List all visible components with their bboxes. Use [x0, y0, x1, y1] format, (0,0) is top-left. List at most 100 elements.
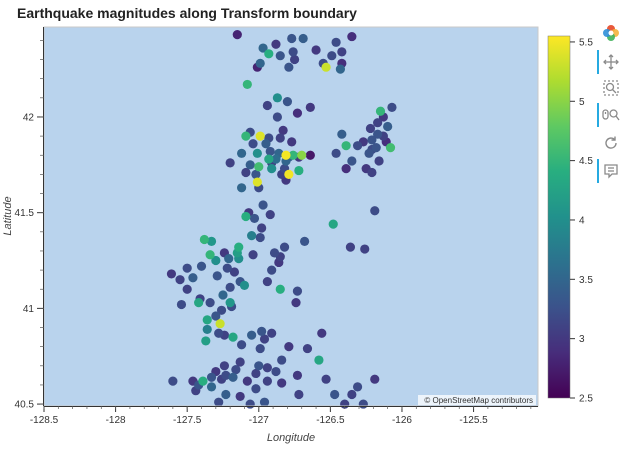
- earthquake-point[interactable]: [182, 284, 192, 294]
- earthquake-point[interactable]: [321, 62, 331, 72]
- earthquake-point[interactable]: [221, 389, 231, 400]
- earthquake-point[interactable]: [235, 391, 245, 402]
- earthquake-point[interactable]: [211, 255, 221, 266]
- earthquake-point[interactable]: [212, 271, 222, 281]
- earthquake-point[interactable]: [222, 263, 232, 273]
- earthquake-point[interactable]: [300, 236, 310, 246]
- earthquake-point[interactable]: [234, 242, 244, 252]
- earthquake-point[interactable]: [251, 368, 261, 379]
- earthquake-point[interactable]: [221, 370, 231, 380]
- earthquake-point[interactable]: [294, 389, 304, 400]
- earthquake-point[interactable]: [347, 389, 357, 400]
- earthquake-point[interactable]: [370, 206, 380, 216]
- earthquake-point[interactable]: [242, 376, 252, 386]
- earthquake-point[interactable]: [206, 382, 217, 392]
- earthquake-point[interactable]: [188, 273, 198, 283]
- earthquake-point[interactable]: [241, 131, 251, 141]
- earthquake-point[interactable]: [202, 324, 212, 335]
- earthquake-point[interactable]: [245, 399, 255, 409]
- earthquake-point[interactable]: [258, 43, 268, 53]
- earthquake-point[interactable]: [277, 378, 287, 388]
- earthquake-point[interactable]: [252, 148, 262, 158]
- earthquake-point[interactable]: [225, 298, 235, 308]
- earthquake-point[interactable]: [331, 148, 341, 158]
- earthquake-point[interactable]: [241, 211, 251, 222]
- earthquake-point[interactable]: [176, 299, 187, 310]
- earthquake-point[interactable]: [257, 326, 267, 336]
- earthquake-point[interactable]: [231, 365, 241, 375]
- earthquake-point[interactable]: [255, 131, 265, 141]
- earthquake-point[interactable]: [225, 158, 235, 168]
- earthquake-point[interactable]: [198, 376, 208, 386]
- earthquake-point[interactable]: [206, 372, 217, 382]
- earthquake-point[interactable]: [214, 328, 224, 338]
- earthquake-point[interactable]: [328, 219, 338, 229]
- earthquake-point[interactable]: [166, 269, 177, 279]
- earthquake-point[interactable]: [235, 357, 245, 367]
- earthquake-point[interactable]: [385, 142, 396, 153]
- earthquake-point[interactable]: [242, 79, 252, 90]
- earthquake-point[interactable]: [337, 129, 347, 139]
- earthquake-point[interactable]: [347, 156, 357, 166]
- earthquake-point[interactable]: [305, 102, 315, 112]
- earthquake-point[interactable]: [259, 397, 270, 407]
- earthquake-point[interactable]: [211, 311, 221, 321]
- earthquake-point[interactable]: [219, 361, 230, 371]
- earthquake-point[interactable]: [218, 290, 228, 300]
- earthquake-point[interactable]: [214, 397, 224, 407]
- earthquake-point[interactable]: [196, 261, 207, 271]
- earthquake-point[interactable]: [205, 250, 215, 260]
- earthquake-point[interactable]: [341, 164, 351, 174]
- earthquake-point[interactable]: [247, 330, 257, 340]
- earthquake-point[interactable]: [292, 286, 303, 296]
- earthquake-point[interactable]: [281, 150, 291, 160]
- earthquake-point[interactable]: [248, 139, 258, 149]
- earthquake-point[interactable]: [330, 389, 340, 400]
- earthquake-point[interactable]: [264, 49, 274, 59]
- earthquake-point[interactable]: [265, 209, 275, 220]
- earthquake-point[interactable]: [277, 355, 287, 365]
- earthquake-point[interactable]: [373, 118, 383, 128]
- earthquake-point[interactable]: [251, 384, 261, 394]
- earthquake-point[interactable]: [255, 232, 265, 243]
- earthquake-point[interactable]: [262, 376, 272, 386]
- earthquake-point[interactable]: [278, 125, 288, 135]
- earthquake-point[interactable]: [331, 37, 341, 47]
- earthquake-point[interactable]: [245, 160, 255, 170]
- earthquake-point[interactable]: [288, 47, 298, 57]
- earthquake-point[interactable]: [201, 336, 211, 346]
- earthquake-point[interactable]: [224, 254, 234, 264]
- earthquake-point[interactable]: [371, 142, 381, 153]
- earthquake-point[interactable]: [259, 334, 270, 344]
- earthquake-point[interactable]: [271, 39, 281, 49]
- earthquake-point[interactable]: [271, 366, 281, 377]
- earthquake-points[interactable]: [166, 30, 397, 409]
- earthquake-point[interactable]: [254, 361, 264, 371]
- earthquake-point[interactable]: [262, 363, 272, 373]
- earthquake-point[interactable]: [289, 54, 300, 65]
- earthquake-point[interactable]: [367, 135, 377, 145]
- earthquake-point[interactable]: [241, 167, 251, 178]
- earthquake-point[interactable]: [216, 305, 227, 315]
- earthquake-point[interactable]: [267, 265, 277, 275]
- earthquake-point[interactable]: [264, 154, 274, 164]
- earthquake-point[interactable]: [202, 315, 212, 325]
- earthquake-point[interactable]: [237, 183, 247, 193]
- earthquake-point[interactable]: [370, 374, 380, 384]
- bokeh-logo-icon[interactable]: [600, 22, 622, 44]
- earthquake-point[interactable]: [352, 382, 363, 392]
- earthquake-point[interactable]: [275, 133, 285, 143]
- earthquake-point[interactable]: [364, 148, 374, 158]
- earthquake-point[interactable]: [269, 248, 280, 258]
- earthquake-point[interactable]: [267, 328, 277, 338]
- earthquake-point[interactable]: [182, 263, 192, 273]
- earthquake-point[interactable]: [341, 141, 351, 151]
- earthquake-point[interactable]: [292, 370, 303, 380]
- earthquake-point[interactable]: [194, 298, 204, 308]
- earthquake-point[interactable]: [311, 45, 321, 55]
- earthquake-point[interactable]: [287, 33, 297, 44]
- earthquake-point[interactable]: [229, 267, 240, 277]
- box-zoom-tool-icon[interactable]: [600, 77, 622, 99]
- earthquake-point[interactable]: [284, 169, 294, 179]
- earthquake-point[interactable]: [321, 374, 331, 384]
